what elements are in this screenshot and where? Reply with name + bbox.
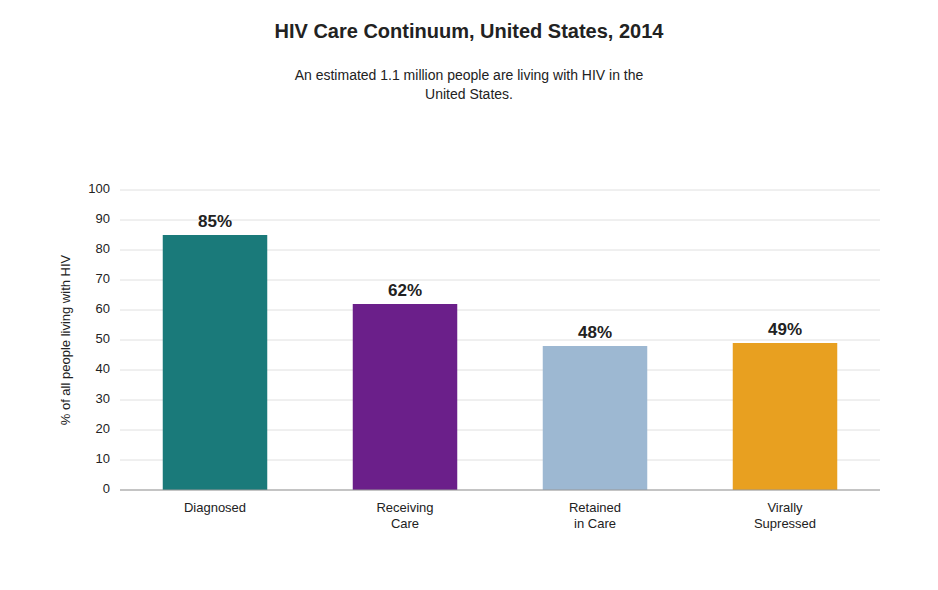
page: {"chart_data": {"type": "bar", "title": … — [0, 0, 938, 590]
y-tick-label: 90 — [96, 211, 110, 226]
data-label: 49% — [768, 320, 802, 339]
y-tick-label: 60 — [96, 301, 110, 316]
grid-line — [120, 490, 880, 491]
x-tick-label: ReceivingCare — [376, 500, 433, 531]
bar — [543, 346, 648, 490]
text-line: An estimated 1.1 million people are livi… — [295, 67, 644, 83]
y-tick-label: 50 — [96, 331, 110, 346]
text-line: in Care — [574, 516, 616, 531]
grid-line — [120, 190, 880, 191]
text-line: Supressed — [754, 516, 816, 531]
bars — [163, 235, 838, 490]
y-tick-label: 30 — [96, 391, 110, 406]
grid-line — [120, 220, 880, 221]
text-line: Diagnosed — [184, 500, 246, 515]
x-axis-line — [120, 490, 880, 491]
y-tick-label: 20 — [96, 421, 110, 436]
text-line: Retained — [569, 500, 621, 515]
text-line: Virally — [767, 500, 803, 515]
data-label: 48% — [578, 323, 612, 342]
x-tick-label: Diagnosed — [184, 500, 246, 515]
y-tick-label: 10 — [96, 451, 110, 466]
chart-container: HIV Care Continuum, United States, 2014 A… — [0, 0, 938, 590]
data-label: 85% — [198, 212, 232, 231]
subtitle: An estimated 1.1 million people are livi… — [295, 67, 644, 102]
chart: HIV Care Continuum, United States, 2014 A… — [0, 0, 938, 590]
data-label: 62% — [388, 281, 422, 300]
y-tick-label: 100 — [88, 181, 110, 196]
text-line: Care — [391, 516, 419, 531]
bar — [163, 235, 268, 490]
x-tick-label: VirallySupressed — [754, 500, 816, 531]
y-tick-label: 40 — [96, 361, 110, 376]
bar — [353, 304, 458, 490]
text-line: United States. — [425, 86, 513, 102]
x-tick-label: Retainedin Care — [569, 500, 621, 531]
title: HIV Care Continuum, United States, 2014 — [275, 20, 665, 42]
y-axis-label: % of all people living with HIV — [58, 254, 73, 425]
y-tick-label: 80 — [96, 241, 110, 256]
y-tick-label: 70 — [96, 271, 110, 286]
y-tick-label: 0 — [103, 481, 110, 496]
bar — [733, 343, 838, 490]
text-line: Receiving — [376, 500, 433, 515]
